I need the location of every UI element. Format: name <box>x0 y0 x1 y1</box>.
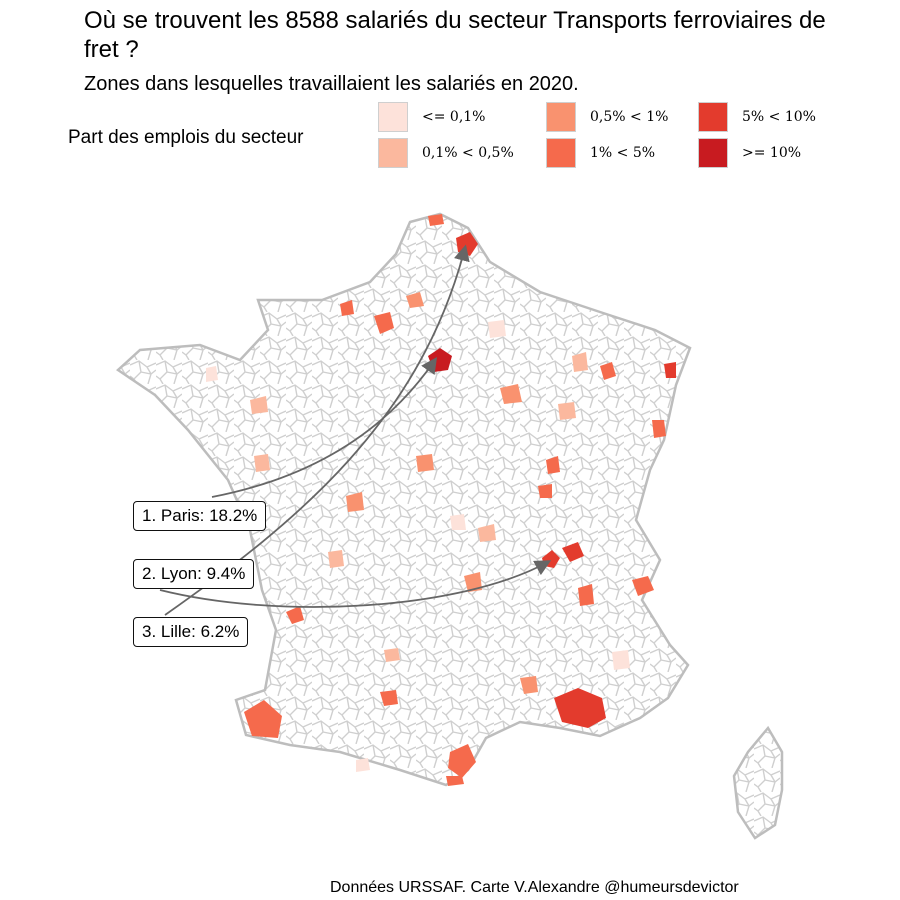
zone-bourges <box>478 524 496 542</box>
legend-swatch <box>546 102 576 132</box>
zone-reims <box>500 384 522 404</box>
zone-caen <box>250 396 268 414</box>
legend-label: 5% < 10% <box>742 109 816 125</box>
zone-narbonne <box>448 744 476 778</box>
arrow-lyon <box>159 560 552 608</box>
zone-brest <box>206 366 218 382</box>
zone-perpignan <box>446 776 464 786</box>
legend-swatch <box>378 102 408 132</box>
zone-toulouse <box>380 690 398 706</box>
zone-metz <box>600 362 616 380</box>
zone-tours <box>346 492 364 512</box>
zone-dunkerque <box>428 214 444 226</box>
zone-poitiers <box>328 550 344 568</box>
france-map <box>115 212 784 840</box>
zone-vichy <box>450 514 466 530</box>
source-caption: Données URSSAF. Carte V.Alexandre @humeu… <box>330 879 739 896</box>
legend-title: Part des emplois du secteur <box>68 127 304 148</box>
legend-label: <= 0,1% <box>422 109 486 125</box>
corsica-outline <box>732 725 784 840</box>
arrow-paris <box>211 357 438 498</box>
zone-lyon-east <box>562 542 584 562</box>
zone-rouen <box>374 312 394 334</box>
legend-label: 0,1% < 0,5% <box>422 145 514 161</box>
legend-swatch <box>698 102 728 132</box>
zone-le-havre <box>340 300 354 316</box>
zone-troyes <box>558 402 576 420</box>
zone-nancy <box>488 320 506 338</box>
legend-swatch <box>378 138 408 168</box>
legend-swatch <box>546 138 576 168</box>
zone-nice <box>612 650 630 670</box>
zone-clermont <box>464 572 482 592</box>
zone-nantes <box>286 606 304 624</box>
callout-lille: 3. Lille: 6.2% <box>133 617 249 647</box>
zone-rennes <box>254 454 270 472</box>
legend: <= 0,1% 0,1% < 0,5% 0,5% < 1% 1% < 5% 5%… <box>378 102 848 172</box>
callout-paris: 1. Paris: 18.2% <box>133 501 267 531</box>
legend-label: >= 10% <box>742 145 802 161</box>
zone-avignon <box>520 676 538 694</box>
zone-chambery <box>632 576 654 596</box>
mainland-france-outline <box>115 212 692 787</box>
zone-orleans <box>416 454 434 472</box>
map-subtitle: Zones dans lesquelles travaillaient les … <box>84 73 579 95</box>
zone-bordeaux <box>244 700 282 738</box>
zone-grenoble <box>578 584 594 606</box>
zone-mulhouse <box>652 420 666 438</box>
legend-swatch <box>698 138 728 168</box>
callout-lyon: 2. Lyon: 9.4% <box>133 559 255 589</box>
map-title: Où se trouvent les 8588 salariés du sect… <box>84 7 826 63</box>
zone-pau <box>356 758 370 772</box>
zone-beaune <box>538 484 552 498</box>
zone-strasbourg <box>664 362 676 378</box>
legend-label: 0,5% < 1% <box>590 109 669 125</box>
legend-label: 1% < 5% <box>590 145 656 161</box>
employment-zones <box>206 214 676 786</box>
zone-amiens <box>406 292 424 308</box>
zone-limoges <box>384 648 400 662</box>
zone-marseille <box>554 688 606 728</box>
zone-chaumont <box>572 352 588 372</box>
zone-dijon <box>546 456 560 474</box>
